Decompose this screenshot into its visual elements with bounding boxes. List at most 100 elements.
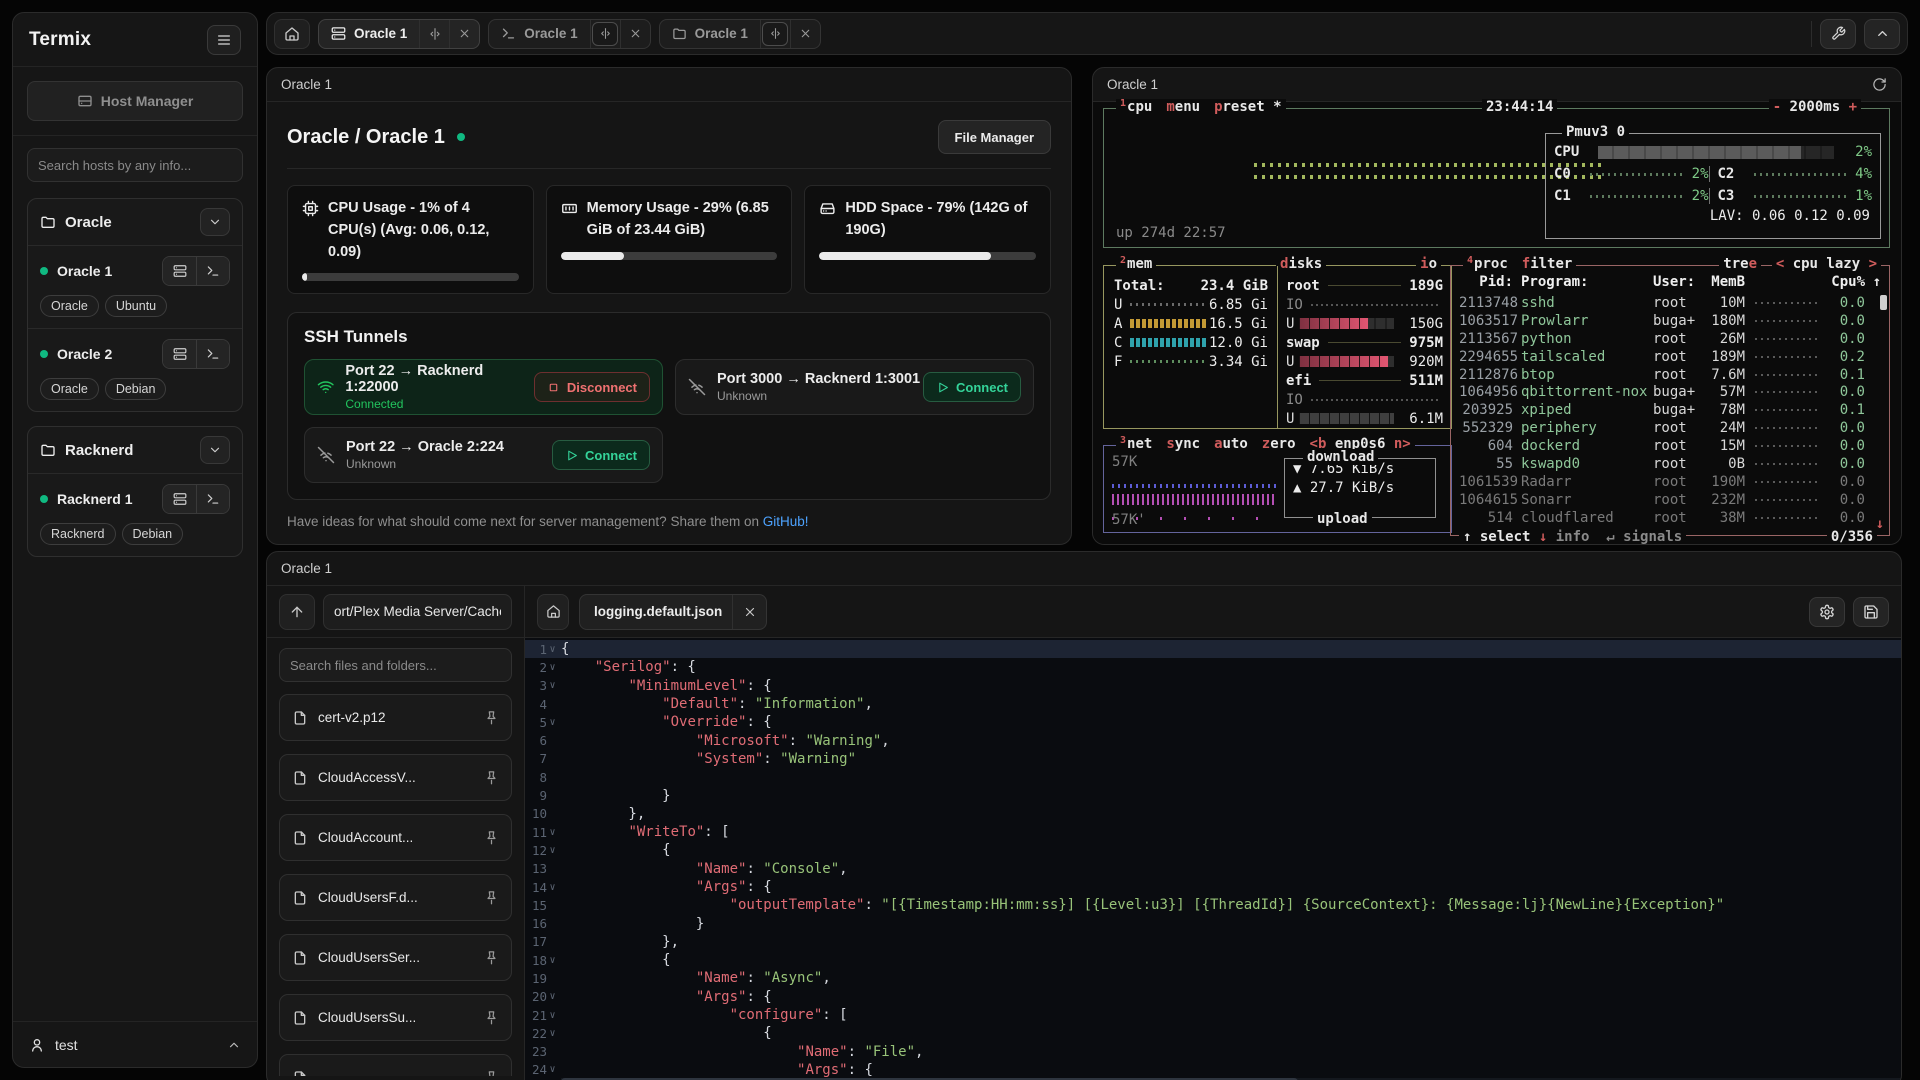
file-item[interactable]: CloudAccount... [279, 814, 512, 861]
host-terminal-button[interactable] [196, 340, 229, 368]
user-footer[interactable]: test [13, 1021, 257, 1067]
pin-icon[interactable] [484, 890, 499, 905]
group-collapse-button[interactable] [200, 436, 230, 464]
tab-3-oracle-1[interactable]: Oracle 1 [658, 18, 821, 49]
connect-tunnel-button[interactable]: Connect [552, 440, 650, 471]
tab-2-oracle-1[interactable]: Oracle 1 [488, 18, 651, 49]
save-file-button[interactable] [1853, 596, 1889, 627]
fold-icon[interactable]: ∨ [549, 716, 556, 728]
connect-tunnel-button[interactable]: Connect [923, 372, 1021, 403]
pin-icon[interactable] [484, 830, 499, 845]
fold-icon[interactable]: ∨ [549, 954, 556, 966]
fold-icon[interactable]: ∨ [549, 1027, 556, 1039]
pin-icon[interactable] [484, 1010, 499, 1025]
group-header[interactable]: Racknerd [28, 427, 242, 473]
host-item[interactable]: Oracle 1 Oracle Ubuntu [28, 245, 242, 328]
editor-line: 4 "Default": "Information", [539, 696, 873, 713]
hdd-icon [820, 203, 835, 215]
fold-icon[interactable]: ∨ [549, 826, 556, 838]
host-manager-button[interactable]: Host Manager [27, 81, 243, 121]
fold-icon[interactable]: ∨ [549, 643, 556, 655]
line-number: 3 [539, 678, 547, 694]
file-search-input[interactable] [279, 648, 512, 682]
refresh-icon[interactable] [1872, 77, 1887, 92]
app-title: Termix [29, 28, 92, 50]
file-name: CloudUsersSer... [318, 950, 421, 965]
editor-line: 11 ∨ "WriteTo": [ [531, 824, 730, 841]
file-item[interactable] [279, 1054, 512, 1076]
close-tab-button[interactable] [449, 19, 479, 48]
terminal-screen[interactable]: 1 cpu m enu p reset * 23:44:14 - 2000ms + up … [1093, 98, 1901, 544]
file-item[interactable]: CloudUsersSu... [279, 994, 512, 1041]
file-manager-button[interactable]: File Manager [937, 120, 1051, 154]
fold-icon[interactable]: ∨ [549, 844, 556, 856]
host-item[interactable]: Oracle 2 Oracle Debian [28, 328, 242, 411]
fold-icon[interactable]: ∨ [549, 661, 556, 673]
fold-icon[interactable]: ∨ [549, 881, 556, 893]
editor-home-button[interactable] [537, 593, 569, 630]
fold-icon[interactable]: ∨ [549, 991, 556, 1003]
file-item[interactable]: CloudAccessV... [279, 754, 512, 801]
pin-icon[interactable] [484, 1070, 499, 1076]
server-stats-panel: Oracle 1 Oracle / Oracle 1 File Manager … [266, 67, 1072, 545]
fold-icon[interactable]: ∨ [549, 1009, 556, 1021]
split-view-button[interactable] [419, 19, 449, 48]
server-breadcrumb: Oracle / Oracle 1 [287, 126, 465, 149]
tunnel-route: Port 22 → Oracle 2:224 [346, 439, 504, 456]
panel-title: Oracle 1 [281, 77, 333, 92]
code-editor[interactable]: 1 ∨{ 2 ∨ "Serilog": { 3 ∨ "MinimumLevel": {… [525, 638, 1901, 1080]
host-server-button[interactable] [163, 485, 196, 513]
host-name: Racknerd 1 [57, 491, 133, 507]
tab-1-oracle-1[interactable]: Oracle 1 [318, 18, 481, 49]
split-view-button[interactable] [759, 19, 790, 48]
proc-scrollbar[interactable] [1880, 295, 1887, 310]
line-number: 2 [539, 659, 547, 675]
collapse-button[interactable] [1864, 18, 1900, 49]
file-icon [294, 1010, 306, 1025]
github-link[interactable]: GitHub! [762, 514, 809, 530]
pin-icon[interactable] [484, 950, 499, 965]
editor-settings-button[interactable] [1809, 596, 1845, 627]
fold-icon[interactable]: ∨ [549, 680, 556, 692]
process-row: 552329 periphery root 24M 0.0 [1462, 420, 1865, 437]
menu-button[interactable] [207, 24, 241, 55]
editor-line: 9 } [539, 787, 671, 804]
group-header[interactable]: Oracle [28, 199, 242, 245]
group-collapse-button[interactable] [200, 208, 230, 236]
editor-hscrollbar[interactable] [561, 1078, 1901, 1080]
file-item[interactable]: cert-v2.p12 [279, 694, 512, 741]
host-terminal-button[interactable] [196, 257, 229, 285]
terminal-icon [207, 494, 219, 504]
up-directory-button[interactable] [279, 593, 315, 630]
host-item[interactable]: Racknerd 1 Racknerd Debian [28, 473, 242, 556]
host-terminal-button[interactable] [196, 485, 229, 513]
file-item[interactable]: CloudUsersSer... [279, 934, 512, 981]
open-file-tab[interactable]: logging.default.json [579, 593, 768, 630]
split-view-button[interactable] [589, 19, 620, 48]
editor-line: 13 "Name": "Console", [531, 860, 848, 877]
host-server-button[interactable] [163, 340, 196, 368]
fold-icon[interactable]: ∨ [549, 1064, 556, 1076]
arrow-up-icon [291, 606, 303, 617]
host-server-button[interactable] [163, 257, 196, 285]
path-input[interactable] [323, 593, 512, 630]
file-item[interactable]: CloudUsersF.d... [279, 874, 512, 921]
close-tab-button[interactable] [619, 19, 650, 48]
tunnel-route: Port 3000 → Racknerd 1:3001 [717, 371, 921, 388]
disconnect-tunnel-button[interactable]: Disconnect [533, 372, 650, 403]
menu-icon [216, 32, 232, 48]
gear-icon [1819, 604, 1835, 620]
drive-icon [78, 95, 92, 107]
chevron-down-icon [210, 219, 220, 225]
tools-button[interactable] [1820, 18, 1856, 49]
pin-icon[interactable] [484, 710, 499, 725]
home-button[interactable] [274, 18, 310, 49]
line-number: 17 [531, 934, 547, 950]
close-file-button[interactable] [732, 594, 766, 629]
tunnel-card: Port 22 → Racknerd 1:22000 Connected Dis… [304, 359, 663, 416]
close-tab-button[interactable] [789, 19, 820, 48]
editor-line: 2 ∨ "Serilog": { [539, 659, 696, 676]
pin-icon[interactable] [484, 770, 499, 785]
host-search-input[interactable] [27, 148, 243, 182]
